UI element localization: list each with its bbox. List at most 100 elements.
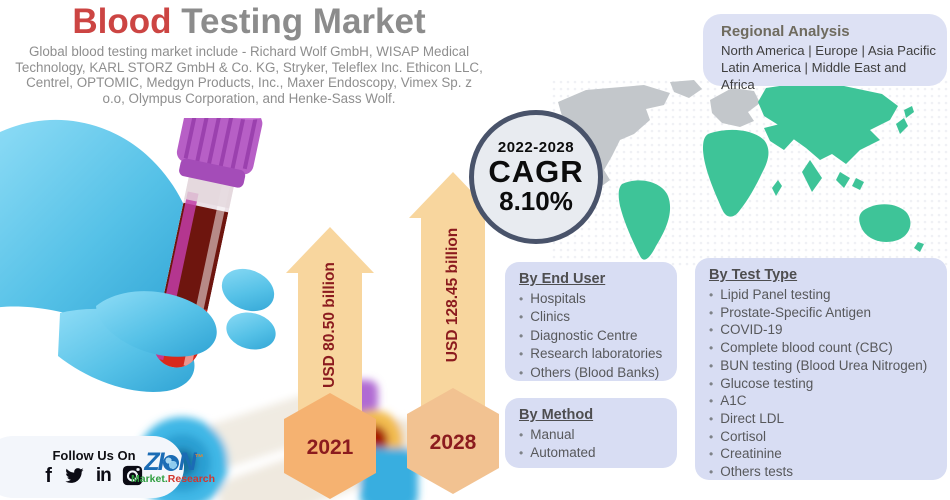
panel-title: By Method [519,407,594,423]
arrow-shaft-2021 [286,227,374,437]
map-region-gray [558,80,760,186]
list-item: • Direct LDL [709,410,939,428]
cagr-period: 2022-2028 [497,138,575,156]
cagr-badge: 2022-2028 CAGR 8.10% [469,110,603,244]
map-greenland [670,80,702,98]
regional-analysis-title: Regional Analysis [721,23,850,40]
list-item-label: Automated [530,445,596,461]
map-europe [710,88,760,127]
list-item: • Others tests [709,463,939,480]
bullet-icon: • [519,292,524,306]
bullet-icon: • [709,323,714,338]
list-item-label: Hospitals [530,291,586,306]
end-user-list: • Hospitals • Clinics • Diagnostic Centre • Res… [519,290,669,381]
list-item: • COVID-19 [709,321,939,339]
list-item-label: Manual [530,427,575,442]
panel-by-method: By Method • Manual • Automated [505,398,677,468]
list-item-label: A1C [720,393,747,409]
panel-by-test-type: By Test Type • Lipid Panel testing • Prosta… [695,258,947,480]
world-map [552,80,950,268]
list-item-label: Others tests [720,464,793,480]
twitter-icon[interactable] [63,466,85,486]
bullet-icon: • [519,310,524,325]
cagr-label: CAGR [488,153,584,189]
bullet-icon: • [709,305,714,320]
list-item-label: Others (Blood Banks) [530,364,660,380]
bullet-icon: • [709,465,714,480]
subtitle-companies: Global blood testing market include - Ri… [15,43,483,107]
bar-2028: USD 128.45 billion 2028 [407,172,499,494]
map-new-zealand [914,242,924,252]
title-highlight: Blood [72,2,172,41]
instagram-icon[interactable] [122,465,143,486]
list-item-label: Creatinine [720,446,782,462]
list-item: • Others (Blood Banks) [519,364,669,381]
list-item: • Complete blood count (CBC) [709,339,939,357]
hexagon-2028 [407,388,499,494]
glove-hand-shape [0,119,197,328]
map-australia [859,204,911,242]
trademark-symbol: ™ [194,452,204,463]
list-item: • Lipid Panel testing [709,286,939,304]
zion-tagline: Market.Research [131,472,216,485]
social-icons: f in [45,465,143,486]
list-item-label: COVID-19 [720,322,783,338]
list-item-label: Diagnostic Centre [530,327,638,343]
regional-line-1: North America | Europe | Asia Pacific [721,43,937,58]
bullet-icon: • [709,341,714,356]
bullet-icon: • [709,447,714,462]
bullet-icon: • [709,394,714,409]
bar-value-label-2028: USD 128.45 billion [444,228,461,362]
list-item: • Prostate-Specific Antigen [709,304,939,322]
page-title: Blood Testing Market [0,2,498,41]
bullet-icon: • [709,376,714,391]
regional-analysis-panel: Regional Analysis North America | Europe… [703,14,947,92]
list-item-label: Glucose testing [720,375,814,391]
panel-title: By Test Type [709,267,798,283]
list-item-label: BUN testing (Blood Urea Nitrogen) [720,357,928,373]
list-item: • Clinics [519,308,669,326]
bar-value-label-2021: USD 80.50 billion [321,262,338,388]
list-item-label: Clinics [530,309,570,325]
list-item-label: Cortisol [720,428,766,444]
bullet-icon: • [519,365,524,380]
list-item: • Cortisol [709,428,939,446]
map-north-america [558,85,670,186]
list-item: • Creatinine [709,445,939,463]
map-africa [703,129,769,217]
list-item: • A1C [709,392,939,410]
list-item: • Glucose testing [709,375,939,393]
glove-finger [226,312,276,350]
hexagon-2021 [284,393,376,499]
list-item-label: Lipid Panel testing [720,287,831,302]
panel-title: By End User [519,271,606,287]
map-asia [758,83,898,164]
cagr-value: 8.10% [499,186,573,217]
list-item-label: Prostate-Specific Antigen [720,304,872,320]
test-type-list: • Lipid Panel testing • Prostate-Specific A… [709,286,939,480]
bullet-icon: • [709,412,714,427]
bullet-icon: • [519,428,524,442]
list-item: • Automated [519,444,669,462]
map-region-green [618,83,924,260]
list-item: • BUN testing (Blood Urea Nitrogen) [709,357,939,375]
header: Blood Testing Market Global blood testin… [0,2,498,107]
list-item: • Research laboratories [519,345,669,363]
panel-by-end-user: By End User • Hospitals • Clinics • Diagnosti… [505,262,677,381]
list-item: • Manual [519,426,669,444]
bullet-icon: • [519,446,524,461]
list-item-label: Research laboratories [530,346,663,362]
linkedin-icon[interactable]: in [95,465,112,486]
title-rest: Testing Market [171,2,426,41]
glove-thumb [96,291,217,357]
method-list: • Manual • Automated [519,426,669,463]
facebook-icon[interactable]: f [45,464,52,487]
map-south-america [618,180,671,260]
globe-icon [162,455,179,471]
bullet-icon: • [519,328,524,343]
follow-us-pill: Follow Us On f in [0,436,184,498]
bullet-icon: • [709,288,714,302]
glove-finger [221,268,275,312]
zion-logo[interactable]: ZI N™ Market.Research [131,450,216,485]
